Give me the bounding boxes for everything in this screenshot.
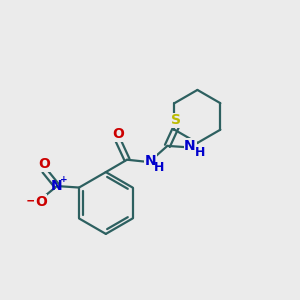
Text: H: H [195,146,205,159]
Text: O: O [35,195,47,209]
Text: −: − [26,194,37,207]
Text: N: N [184,139,196,153]
Text: +: + [60,175,67,184]
Text: H: H [154,161,165,174]
Text: O: O [39,157,50,171]
Text: N: N [51,179,63,193]
Text: O: O [112,127,124,141]
Text: S: S [171,113,181,127]
Text: N: N [145,154,156,168]
